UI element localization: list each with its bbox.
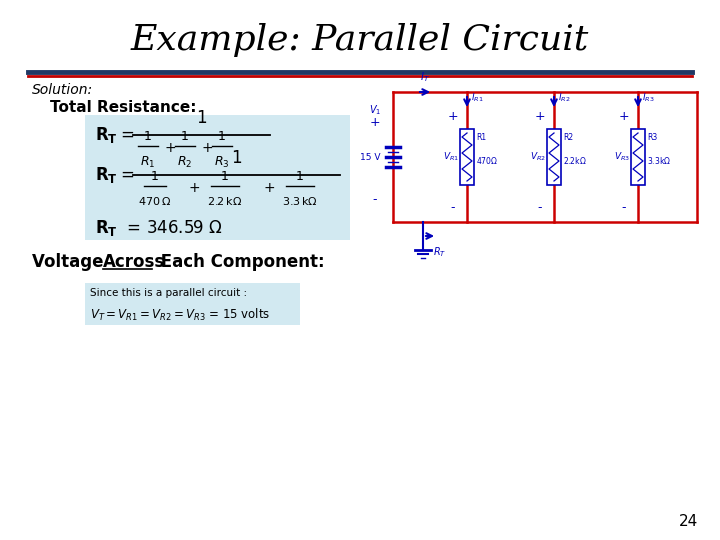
- Text: 24: 24: [679, 515, 698, 530]
- Text: +: +: [264, 181, 275, 195]
- Text: $R_T$: $R_T$: [433, 245, 446, 259]
- Text: R2: R2: [563, 132, 573, 141]
- Text: -: -: [622, 201, 626, 214]
- Text: =: =: [120, 166, 134, 184]
- Bar: [460, 129, 474, 185]
- Text: +: +: [535, 110, 545, 123]
- Text: 1: 1: [151, 170, 159, 183]
- Text: +: +: [201, 141, 213, 155]
- Text: $I_{R3}$: $I_{R3}$: [642, 92, 654, 104]
- Text: $I_{R1}$: $I_{R1}$: [471, 92, 484, 104]
- Text: $V_{R2}$: $V_{R2}$: [530, 151, 546, 163]
- Text: $V_{R3}$: $V_{R3}$: [614, 151, 630, 163]
- Text: =: =: [120, 126, 134, 144]
- Text: -: -: [373, 193, 377, 206]
- Text: $V_T = V_{R1} = V_{R2} = V_{R3}$ = 15 volts: $V_T = V_{R1} = V_{R2} = V_{R3}$ = 15 vo…: [90, 307, 270, 323]
- Text: 1: 1: [218, 130, 226, 143]
- Text: 2.2k$\Omega$: 2.2k$\Omega$: [563, 156, 587, 166]
- Text: +: +: [448, 110, 459, 123]
- Text: $R_2$: $R_2$: [177, 155, 193, 170]
- Text: Each Component:: Each Component:: [155, 253, 325, 271]
- Text: 3.3k$\Omega$: 3.3k$\Omega$: [647, 156, 671, 166]
- Text: $3.3\,\mathrm{k}\Omega$: $3.3\,\mathrm{k}\Omega$: [282, 195, 318, 207]
- Text: 1: 1: [221, 170, 229, 183]
- Text: +: +: [618, 110, 629, 123]
- Text: +: +: [188, 181, 200, 195]
- Text: R1: R1: [476, 132, 486, 141]
- Text: Since this is a parallel circuit :: Since this is a parallel circuit :: [90, 288, 247, 298]
- Text: $V_1$: $V_1$: [369, 103, 381, 117]
- Text: $\mathbf{R_T}$: $\mathbf{R_T}$: [95, 165, 118, 185]
- FancyBboxPatch shape: [85, 115, 350, 240]
- Text: R3: R3: [647, 132, 657, 141]
- Text: $V_{R1}$: $V_{R1}$: [443, 151, 459, 163]
- Text: Example: Parallel Circuit: Example: Parallel Circuit: [131, 23, 589, 57]
- Text: Solution:: Solution:: [32, 83, 93, 97]
- Text: 1: 1: [181, 130, 189, 143]
- Text: 470$\Omega$: 470$\Omega$: [476, 156, 498, 166]
- Text: Across: Across: [103, 253, 166, 271]
- Text: 15 V: 15 V: [361, 152, 381, 161]
- Bar: [631, 129, 645, 185]
- Text: 1: 1: [196, 109, 207, 127]
- Text: 1: 1: [144, 130, 152, 143]
- Text: $I_{R2}$: $I_{R2}$: [558, 92, 570, 104]
- Text: +: +: [164, 141, 176, 155]
- Text: -: -: [538, 201, 542, 214]
- Text: 1: 1: [231, 149, 242, 167]
- Text: Voltage: Voltage: [32, 253, 109, 271]
- FancyBboxPatch shape: [85, 283, 300, 325]
- Text: +: +: [369, 116, 380, 129]
- Text: $470\,\Omega$: $470\,\Omega$: [138, 195, 171, 207]
- Bar: [547, 129, 561, 185]
- Text: $I_T$: $I_T$: [420, 70, 430, 84]
- Text: 1: 1: [296, 170, 304, 183]
- Text: $R_1$: $R_1$: [140, 155, 156, 170]
- Text: $\mathbf{R_T}$: $\mathbf{R_T}$: [95, 125, 118, 145]
- Text: -: -: [451, 201, 455, 214]
- Text: $R_3$: $R_3$: [215, 155, 230, 170]
- Text: $\mathbf{R_T}$  = 346.59 $\Omega$: $\mathbf{R_T}$ = 346.59 $\Omega$: [95, 218, 223, 238]
- Text: Total Resistance:: Total Resistance:: [50, 100, 197, 116]
- Text: $2.2\,\mathrm{k}\Omega$: $2.2\,\mathrm{k}\Omega$: [207, 195, 243, 207]
